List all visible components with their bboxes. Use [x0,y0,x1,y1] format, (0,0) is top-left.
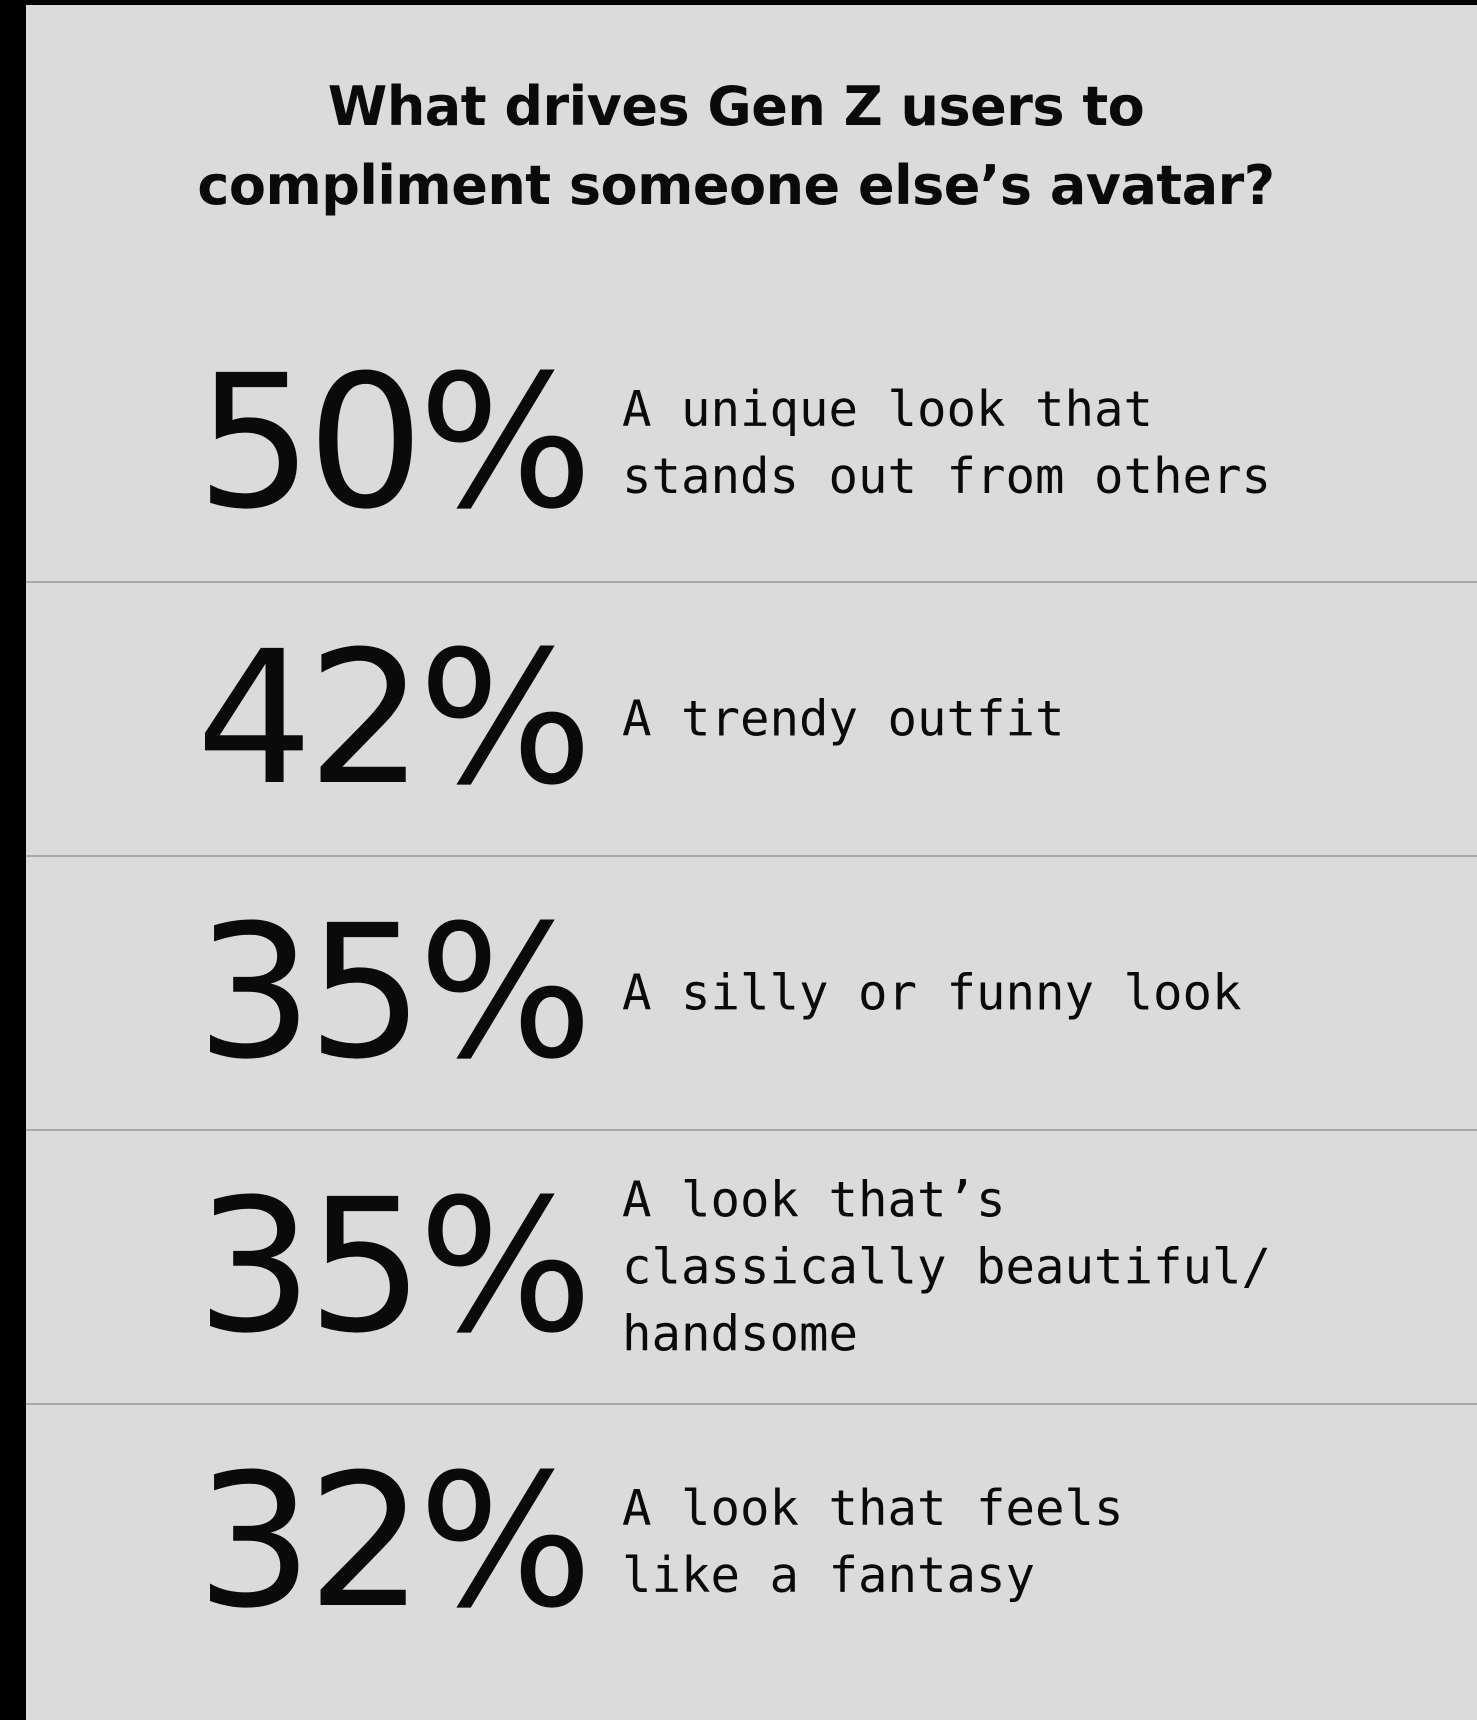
title-line: What drives Gen Z users to [327,75,1145,138]
stat-row: 50% A unique look that stands out from o… [26,305,1477,583]
stat-percent: 50% [196,336,593,550]
stat-label: A unique look that stands out from other… [622,381,1272,505]
stat-label: A silly or funny look [622,964,1242,1022]
infographic-card: What drives Gen Z users to compliment so… [26,5,1477,1720]
stat-label: A look that feels like a fantasy [622,1480,1124,1604]
stat-label: A trendy outfit [622,690,1065,748]
stat-percent: 32% [196,1435,593,1649]
title-line: compliment someone else’s avatar? [197,154,1275,217]
stat-percent: 35% [196,1160,593,1374]
stat-percent: 42% [196,612,593,826]
stat-row: 32% A look that feels like a fantasy [26,1405,1477,1679]
stat-row: 42% A trendy outfit [26,583,1477,857]
page-title: What drives Gen Z users to compliment so… [0,67,1472,225]
stat-list: 50% A unique look that stands out from o… [26,305,1477,1679]
stat-row: 35% A look that’s classically beautiful/… [26,1131,1477,1405]
stat-label: A look that’s classically beautiful/ han… [622,1171,1272,1363]
stat-percent: 35% [196,886,593,1100]
stat-row: 35% A silly or funny look [26,857,1477,1131]
